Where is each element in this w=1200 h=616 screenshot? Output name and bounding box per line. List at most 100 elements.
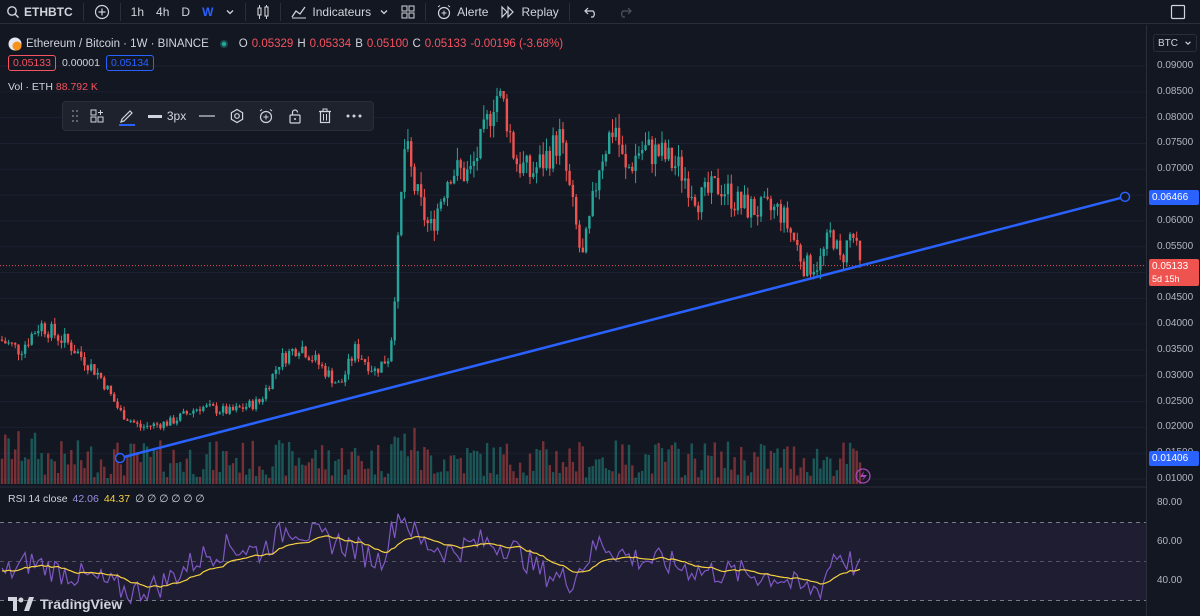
volume-bar <box>245 474 248 484</box>
volume-bar <box>116 442 119 484</box>
low-value: 0.05100 <box>366 38 409 50</box>
ask-button[interactable]: 0.05134 <box>105 55 154 71</box>
candle-body <box>848 234 852 241</box>
candle-body <box>710 176 713 193</box>
lightning-bolt <box>860 471 867 481</box>
candle-body <box>37 331 40 334</box>
candle-body <box>251 400 254 410</box>
trendline-start-badge: 0.01406 <box>1149 451 1199 467</box>
candle-body <box>317 354 320 365</box>
timeframe-d[interactable]: D <box>181 4 191 19</box>
volume-bar <box>324 469 327 484</box>
more-icon <box>346 114 362 118</box>
symbol-search[interactable]: ETHBTC <box>0 0 79 24</box>
volume-bar <box>317 468 320 484</box>
redo-button[interactable] <box>612 0 638 24</box>
candle-body <box>690 196 693 198</box>
trendline-anchor-start <box>114 452 126 464</box>
currency-select[interactable]: BTC <box>1153 34 1197 52</box>
volume-bar <box>542 441 545 484</box>
timeframe-1h[interactable]: 1h <box>130 4 145 19</box>
volume-bar <box>683 475 687 484</box>
volume-bar <box>179 462 182 484</box>
volume-bar <box>40 453 43 484</box>
volume-bar <box>608 469 611 484</box>
volume-bar <box>749 472 753 484</box>
candle-body <box>822 248 825 257</box>
bid-button[interactable]: 0.05133 <box>8 55 56 71</box>
volume-bar <box>261 469 264 484</box>
delete-button[interactable] <box>312 104 337 128</box>
timeframe-dropdown[interactable] <box>219 0 241 24</box>
candle-body <box>245 406 248 409</box>
volume-bar <box>225 451 228 484</box>
timeframe-w[interactable]: W <box>202 4 214 19</box>
volume-bar <box>611 471 614 484</box>
alert-button[interactable]: Alerte <box>430 0 494 24</box>
fullscreen-button[interactable] <box>1164 0 1192 24</box>
line-style-button[interactable] <box>195 104 220 128</box>
volume-bar <box>730 469 733 484</box>
candle-body <box>360 358 363 360</box>
tradingview-logo[interactable]: TradingView <box>8 596 122 612</box>
candle-body <box>746 194 749 218</box>
lock-button[interactable] <box>283 104 308 128</box>
alarm-plus-icon <box>259 109 273 124</box>
volume-bar <box>152 448 155 484</box>
volume-bar <box>535 448 538 484</box>
volume-bar <box>274 444 278 484</box>
candle-body <box>419 184 423 198</box>
alert-drawing-button[interactable] <box>253 104 278 128</box>
candle-body <box>700 187 703 213</box>
candle-body <box>476 158 479 162</box>
indicators-button[interactable]: Indicateurs <box>285 0 395 24</box>
volume-bar <box>212 470 215 484</box>
volume-bar <box>512 471 515 484</box>
volume-bar <box>205 454 208 484</box>
candle-body <box>215 405 218 414</box>
grid-icon <box>401 5 415 18</box>
candle-body <box>528 155 532 178</box>
undo-icon <box>583 7 595 18</box>
candle-body <box>324 365 327 377</box>
candle-body <box>340 381 344 383</box>
candle-body <box>159 424 162 429</box>
volume-bar <box>578 442 581 484</box>
replay-button[interactable]: Replay <box>494 0 564 24</box>
candle-body <box>650 139 654 165</box>
candle-body <box>373 368 377 371</box>
volume-bar <box>604 468 608 484</box>
volume-bar <box>799 467 802 484</box>
templates-button[interactable] <box>85 104 110 128</box>
low-label: B <box>355 38 363 50</box>
line-width-icon <box>147 114 162 118</box>
line-color-button[interactable] <box>114 104 139 128</box>
candle-body <box>50 323 53 338</box>
volume-bar <box>241 442 245 484</box>
drag-handle[interactable] <box>69 104 81 128</box>
candle-body <box>466 169 469 181</box>
price-axis[interactable]: 0.09000 0.08500 0.08000 0.07500 0.07000 0.060… <box>1146 25 1200 616</box>
more-button[interactable] <box>342 104 367 128</box>
chart-type-button[interactable] <box>250 0 276 24</box>
price-chart[interactable] <box>0 25 1146 616</box>
candle-body <box>73 350 76 354</box>
timeframe-4h[interactable]: 4h <box>156 4 170 19</box>
layouts-button[interactable] <box>395 0 421 24</box>
price-tick: 0.09000 <box>1157 60 1194 71</box>
volume-bar <box>759 443 763 484</box>
drag-handle-icon <box>71 110 78 122</box>
volume-bar <box>627 444 631 484</box>
undo-button[interactable] <box>578 0 604 24</box>
volume-bar <box>528 453 532 484</box>
volume-bar <box>720 451 723 484</box>
candle-body <box>350 358 353 361</box>
line-width-button[interactable]: 3px <box>144 104 191 128</box>
volume-bar <box>829 458 832 484</box>
candle-body <box>367 362 370 372</box>
volume-bar <box>809 475 812 484</box>
compare-button[interactable] <box>88 0 116 24</box>
volume-bar <box>726 441 730 484</box>
candle-body <box>789 228 792 233</box>
settings-button[interactable] <box>224 104 249 128</box>
